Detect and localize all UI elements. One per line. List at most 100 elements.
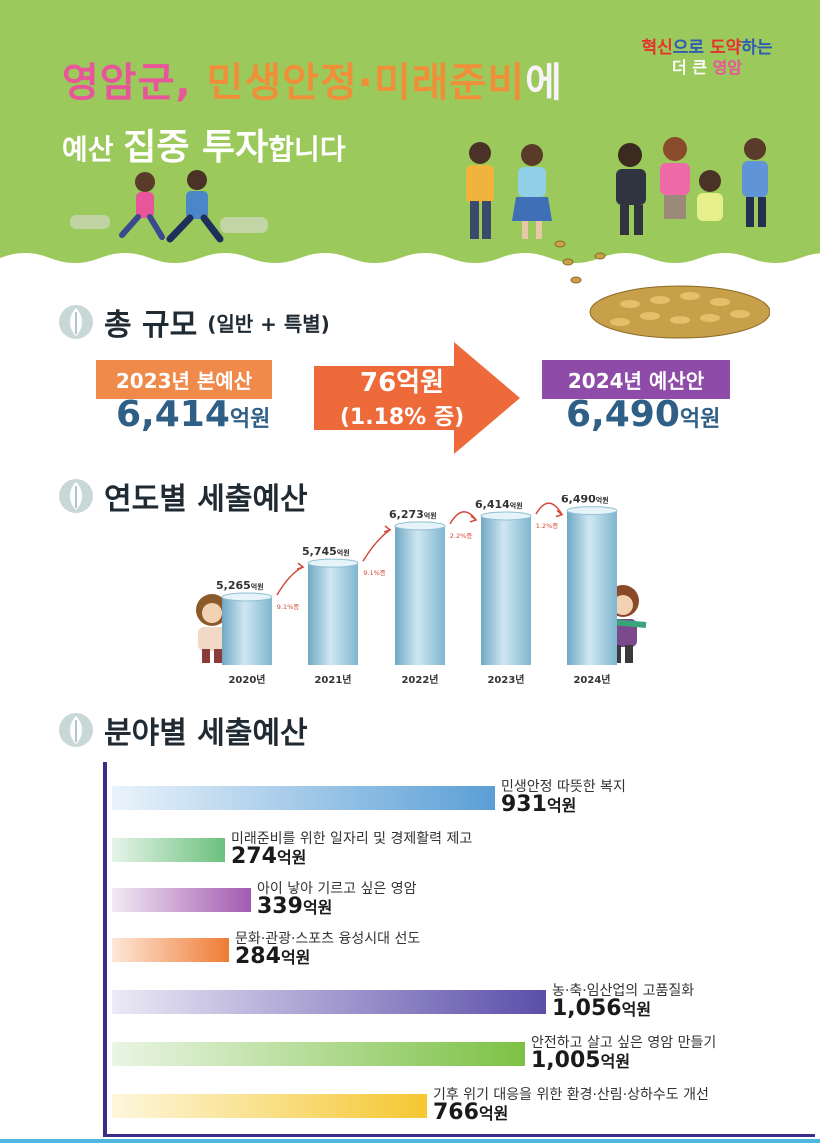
increase-amount: 76억원 — [359, 368, 445, 398]
field-amount-unit: 억원 — [302, 898, 333, 917]
coins-illustration — [554, 240, 770, 339]
yearly-bar-cap — [566, 506, 618, 516]
title-line2-a: 예산 — [62, 133, 124, 166]
section-title-text: 분야별 세출예산 — [104, 716, 308, 751]
field-amount-unit: 억원 — [600, 1052, 631, 1071]
car-icon — [70, 215, 268, 233]
increase-percent: (1.18% 증) — [339, 405, 465, 430]
leaf-emblem-icon — [59, 713, 93, 747]
field-amount-unit: 억원 — [280, 948, 311, 967]
section-title-text: 총 규모 — [104, 308, 198, 343]
bottom-border — [0, 1139, 820, 1143]
section-subtitle: (일반 + 특별) — [207, 311, 330, 336]
field-amount-number: 931 — [501, 792, 547, 817]
field-label: 기후 위기 대응을 위한 환경·산림·상하수도 개선 — [433, 1087, 709, 1103]
yearly-year-label: 2021년 — [314, 673, 351, 686]
yearly-bar — [481, 515, 531, 665]
growth-arrowhead — [296, 562, 305, 570]
field-amount: 274억원 — [231, 844, 306, 869]
slogan-f: 영암 — [712, 58, 743, 77]
title-keyword-2: ·미래준비 — [357, 60, 526, 106]
leaf-emblem-icon — [59, 479, 93, 513]
field-amount: 931억원 — [501, 792, 576, 817]
next-amount-unit: 억원 — [679, 407, 721, 432]
yearly-bar — [567, 510, 617, 665]
section-title-total: 총 규모 (일반 + 특별) — [58, 300, 330, 344]
yearly-bar — [222, 596, 272, 665]
title-keyword-1: 민생안정 — [206, 60, 358, 106]
growth-arrow — [362, 529, 391, 562]
yearly-bar-cap — [480, 511, 532, 521]
running-man-figure — [166, 170, 224, 243]
chart-y-axis — [103, 762, 107, 1134]
prev-amount-number: 6,414 — [116, 394, 230, 435]
running-woman-figure — [119, 172, 165, 240]
field-label: 민생안정 따뜻한 복지 — [501, 779, 626, 795]
slogan-logo: 혁신으로 도약하는 더 큰 영암 — [622, 38, 792, 78]
field-bar — [112, 1042, 525, 1066]
section-title-fields: 분야별 세출예산 — [58, 708, 308, 752]
field-label: 문화·관광·스포츠 융성시대 선도 — [235, 931, 421, 947]
growth-arrowhead — [555, 510, 564, 518]
standing-woman-figure — [512, 144, 552, 239]
field-amount-number: 766 — [433, 1100, 479, 1125]
prev-year-badge: 2023년 본예산 — [96, 360, 272, 399]
yearly-value-label: 5,745억원 — [302, 545, 350, 558]
next-amount-number: 6,490 — [566, 394, 680, 435]
field-bar — [112, 786, 495, 810]
title-particle: 에 — [525, 60, 563, 106]
field-amount-unit: 억원 — [276, 848, 307, 867]
growth-arrowhead — [383, 525, 392, 533]
title-line2-c: 합니다 — [268, 133, 346, 166]
yearly-year-label: 2022년 — [401, 673, 438, 686]
next-year-amount: 6,490억원 — [566, 394, 720, 435]
growth-arrow — [535, 502, 563, 515]
field-label: 농·축·임산업의 고품질화 — [552, 983, 695, 999]
field-amount: 1,056억원 — [552, 996, 651, 1021]
field-amount-number: 284 — [235, 944, 281, 969]
growth-arrow — [449, 511, 477, 525]
field-amount: 1,005억원 — [531, 1048, 630, 1073]
slogan-c: 도약 — [709, 38, 742, 58]
yearly-year-label: 2023년 — [487, 673, 524, 686]
yearly-value-label: 6,273억원 — [389, 508, 437, 521]
yearly-bar — [308, 563, 358, 665]
field-amount-unit: 억원 — [621, 1000, 652, 1019]
field-label: 미래준비를 위한 일자리 및 경제활력 제고 — [231, 831, 473, 847]
field-amount: 284억원 — [235, 944, 310, 969]
title-line2-b: 집중 투자 — [123, 127, 269, 168]
prev-year-amount: 6,414억원 — [116, 394, 270, 435]
slogan-b: 으로 — [672, 38, 710, 58]
yearly-bar — [395, 525, 445, 665]
leaf-emblem-icon — [59, 305, 93, 339]
growth-label: 2.2%증 — [450, 532, 473, 540]
growth-label: 1.2%증 — [536, 522, 559, 530]
next-year-badge: 2024년 예산안 — [542, 360, 730, 399]
field-bar — [112, 1094, 427, 1118]
slogan-d: 하는 — [741, 38, 773, 58]
slogan-a: 혁신 — [641, 38, 673, 58]
jumping-people-figures — [616, 137, 768, 235]
field-label: 안전하고 살고 싶은 영암 만들기 — [531, 1035, 717, 1051]
slogan-e: 더 큰 — [671, 58, 713, 77]
field-amount-number: 1,056 — [552, 996, 622, 1021]
yearly-bar-cap — [394, 521, 446, 531]
increase-arrow-icon — [314, 342, 520, 454]
field-label: 아이 낳아 기르고 싶은 영암 — [257, 881, 417, 897]
title-region: 영암군, — [62, 60, 192, 106]
section-title-text: 연도별 세출예산 — [104, 482, 308, 517]
field-amount-unit: 억원 — [478, 1104, 509, 1123]
field-bar — [112, 838, 225, 862]
field-amount-unit: 억원 — [546, 796, 577, 815]
chart-x-axis — [103, 1134, 815, 1137]
title-line-1: 영암군, 민생안정·미래준비에 — [62, 50, 563, 108]
yearly-year-label: 2020년 — [228, 673, 265, 686]
standing-man-figure — [466, 142, 494, 239]
field-amount: 766억원 — [433, 1100, 508, 1125]
wave-divider — [0, 253, 820, 275]
yearly-bar-cap — [307, 558, 359, 568]
title-line-2: 예산 집중 투자합니다 — [62, 118, 346, 170]
header-banner: 영암군, 민생안정·미래준비에 예산 집중 투자합니다 혁신으로 도약하는 더 … — [0, 0, 820, 275]
yearly-value-label: 6,490억원 — [561, 495, 609, 506]
girl-character — [196, 594, 228, 663]
